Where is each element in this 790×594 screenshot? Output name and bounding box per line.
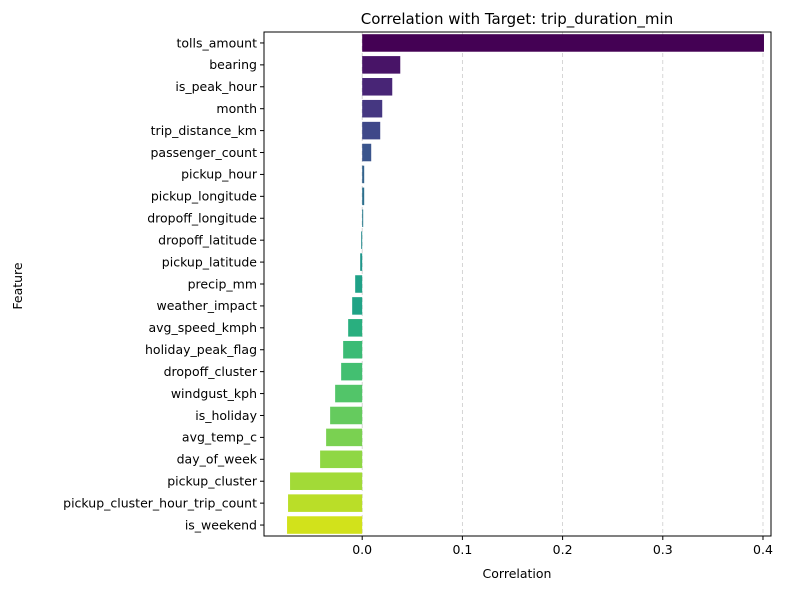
y-axis-label: Feature (10, 262, 25, 310)
y-tick-label-dropoff_latitude: dropoff_latitude (158, 232, 257, 247)
y-tick-label-month: month (216, 101, 257, 116)
grid-layer (361, 32, 764, 536)
y-tick-label-pickup_cluster: pickup_cluster (167, 474, 258, 489)
bar-weather_impact (352, 297, 363, 315)
y-tick-label-holiday_peak_flag: holiday_peak_flag (145, 342, 257, 357)
bar-dropoff_cluster (341, 362, 363, 381)
bars-layer (287, 34, 764, 534)
bar-month (362, 99, 383, 118)
bar-bearing (362, 56, 401, 74)
y-tick-label-trip_distance_km: trip_distance_km (151, 123, 257, 138)
bar-tolls_amount (362, 34, 764, 52)
y-tick-label-tolls_amount: tolls_amount (177, 35, 258, 50)
y-tick-label-dropoff_longitude: dropoff_longitude (147, 211, 257, 226)
y-tick-label-avg_speed_kmph: avg_speed_kmph (148, 320, 257, 335)
bar-dropoff_longitude (362, 209, 364, 228)
x-tick-label-0: 0.0 (352, 542, 372, 557)
bar-holiday_peak_flag (343, 340, 363, 359)
bar-pickup_cluster (290, 472, 363, 490)
x-tick-label-3: 0.3 (653, 542, 673, 557)
y-tick-label-windgust_kph: windgust_kph (171, 386, 257, 401)
chart-title: Correlation with Target: trip_duration_m… (361, 10, 673, 29)
x-axis-label: Correlation (483, 566, 552, 581)
y-tick-label-pickup_cluster_hour_trip_count: pickup_cluster_hour_trip_count (63, 495, 257, 510)
y-tick-label-pickup_hour: pickup_hour (181, 167, 258, 182)
bar-pickup_latitude (360, 253, 363, 271)
y-tick-label-day_of_week: day_of_week (177, 452, 258, 467)
y-tick-label-weather_impact: weather_impact (157, 298, 258, 313)
bar-is_holiday (330, 406, 363, 425)
x-tick-label-4: 0.4 (753, 542, 773, 557)
bar-precip_mm (355, 275, 363, 293)
bar-pickup_cluster_hour_trip_count (288, 494, 363, 512)
bar-is_peak_hour (362, 78, 393, 96)
x-tick-label-2: 0.2 (553, 542, 573, 557)
bar-avg_speed_kmph (348, 319, 363, 337)
bar-trip_distance_km (362, 121, 381, 140)
bar-avg_temp_c (326, 428, 363, 447)
x-tick-label-1: 0.1 (452, 542, 472, 557)
bar-day_of_week (320, 450, 363, 469)
y-tick-label-passenger_count: passenger_count (150, 145, 257, 160)
bar-pickup_longitude (362, 187, 365, 206)
bar-dropoff_latitude (361, 231, 363, 249)
y-tick-label-is_peak_hour: is_peak_hour (175, 79, 258, 94)
y-tick-label-precip_mm: precip_mm (188, 276, 257, 291)
y-tick-label-pickup_latitude: pickup_latitude (162, 254, 258, 269)
y-tick-label-is_weekend: is_weekend (185, 517, 257, 532)
bar-windgust_kph (335, 384, 363, 403)
y-tick-label-pickup_longitude: pickup_longitude (151, 189, 257, 204)
bar-pickup_hour (362, 165, 365, 184)
y-tick-label-is_holiday: is_holiday (195, 408, 257, 423)
bar-passenger_count (362, 143, 372, 162)
bar-is_weekend (287, 516, 363, 534)
y-tick-label-dropoff_cluster: dropoff_cluster (164, 364, 258, 379)
y-tick-label-bearing: bearing (209, 57, 257, 72)
y-tick-label-avg_temp_c: avg_temp_c (182, 430, 257, 445)
